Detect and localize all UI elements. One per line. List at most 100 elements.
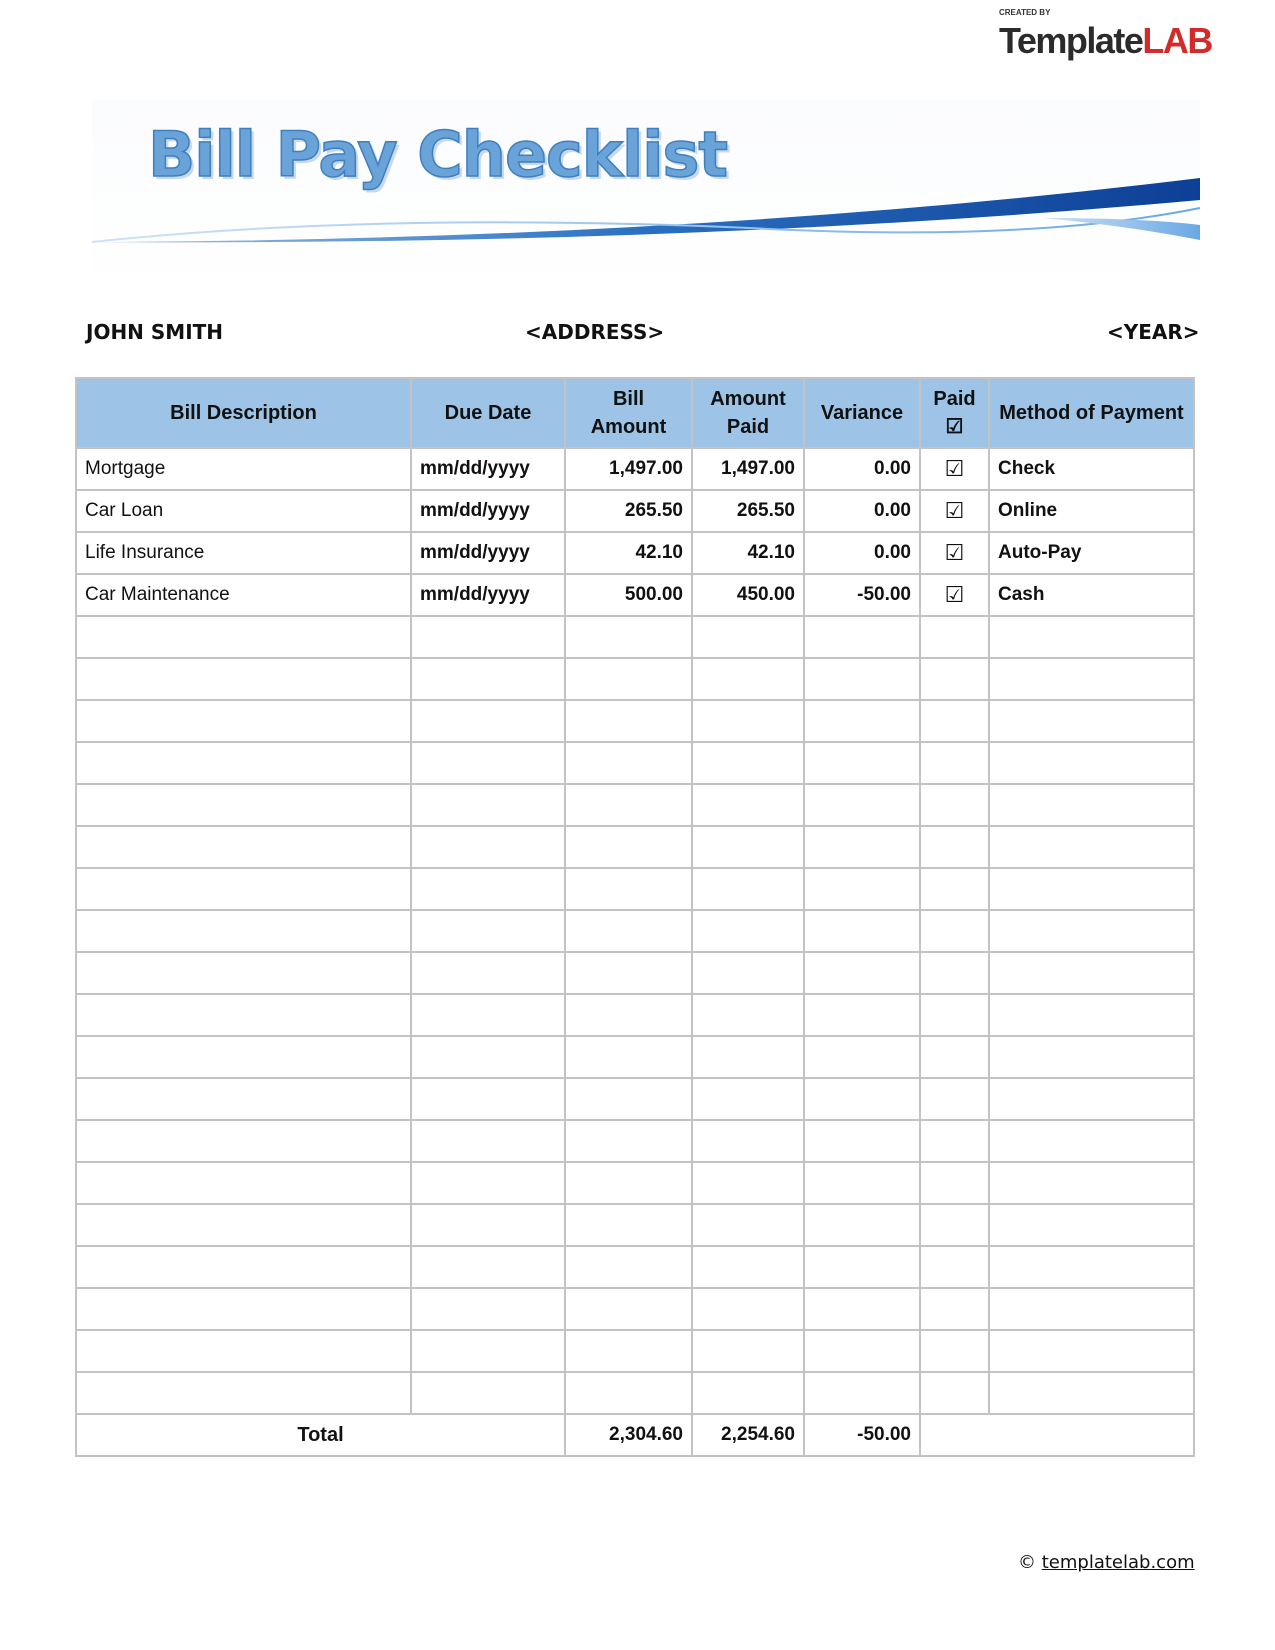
empty-cell-due-date[interactable]: [410, 951, 566, 995]
empty-cell-description[interactable]: [75, 1245, 412, 1289]
empty-cell-amount-paid[interactable]: [691, 1245, 805, 1289]
empty-cell-due-date[interactable]: [410, 993, 566, 1037]
empty-cell-amount-paid[interactable]: [691, 825, 805, 869]
empty-cell-method[interactable]: [988, 993, 1195, 1037]
empty-cell-method[interactable]: [988, 1119, 1195, 1163]
empty-cell-bill-amount[interactable]: [564, 1119, 693, 1163]
empty-cell-paid[interactable]: [919, 1329, 990, 1373]
empty-cell-bill-amount[interactable]: [564, 867, 693, 911]
empty-cell-paid[interactable]: [919, 741, 990, 785]
empty-cell-variance[interactable]: [803, 1245, 921, 1289]
empty-cell-variance[interactable]: [803, 1371, 921, 1415]
cell-due-date[interactable]: mm/dd/yyyy: [410, 531, 566, 575]
address-field[interactable]: <ADDRESS>: [525, 320, 665, 344]
empty-cell-description[interactable]: [75, 1119, 412, 1163]
empty-cell-paid[interactable]: [919, 1077, 990, 1121]
empty-cell-method[interactable]: [988, 741, 1195, 785]
empty-cell-method[interactable]: [988, 1035, 1195, 1079]
templatelab-link[interactable]: templatelab.com: [1041, 1552, 1195, 1573]
empty-cell-variance[interactable]: [803, 867, 921, 911]
cell-description[interactable]: Car Maintenance: [75, 573, 412, 617]
cell-amount-paid[interactable]: 450.00: [691, 573, 805, 617]
empty-cell-variance[interactable]: [803, 1077, 921, 1121]
empty-cell-due-date[interactable]: [410, 699, 566, 743]
cell-description[interactable]: Life Insurance: [75, 531, 412, 575]
empty-cell-paid[interactable]: [919, 1035, 990, 1079]
empty-cell-description[interactable]: [75, 1203, 412, 1247]
name-field[interactable]: JOHN SMITH: [86, 320, 224, 344]
empty-cell-due-date[interactable]: [410, 909, 566, 953]
empty-cell-amount-paid[interactable]: [691, 615, 805, 659]
empty-cell-due-date[interactable]: [410, 1203, 566, 1247]
empty-cell-description[interactable]: [75, 1287, 412, 1331]
empty-cell-method[interactable]: [988, 1161, 1195, 1205]
empty-cell-amount-paid[interactable]: [691, 783, 805, 827]
cell-variance[interactable]: 0.00: [803, 489, 921, 533]
empty-cell-paid[interactable]: [919, 615, 990, 659]
empty-cell-bill-amount[interactable]: [564, 699, 693, 743]
empty-cell-method[interactable]: [988, 783, 1195, 827]
empty-cell-paid[interactable]: [919, 825, 990, 869]
cell-method[interactable]: Auto-Pay: [988, 531, 1195, 575]
empty-cell-amount-paid[interactable]: [691, 741, 805, 785]
empty-cell-paid[interactable]: [919, 657, 990, 701]
empty-cell-paid[interactable]: [919, 783, 990, 827]
empty-cell-bill-amount[interactable]: [564, 1077, 693, 1121]
empty-cell-bill-amount[interactable]: [564, 1203, 693, 1247]
empty-cell-method[interactable]: [988, 1287, 1195, 1331]
cell-variance[interactable]: 0.00: [803, 531, 921, 575]
empty-cell-amount-paid[interactable]: [691, 1287, 805, 1331]
empty-cell-due-date[interactable]: [410, 1161, 566, 1205]
empty-cell-amount-paid[interactable]: [691, 1161, 805, 1205]
empty-cell-due-date[interactable]: [410, 1035, 566, 1079]
cell-variance[interactable]: -50.00: [803, 573, 921, 617]
empty-cell-description[interactable]: [75, 1161, 412, 1205]
empty-cell-paid[interactable]: [919, 699, 990, 743]
empty-cell-description[interactable]: [75, 615, 412, 659]
empty-cell-bill-amount[interactable]: [564, 1245, 693, 1289]
cell-amount-paid[interactable]: 265.50: [691, 489, 805, 533]
cell-due-date[interactable]: mm/dd/yyyy: [410, 489, 566, 533]
empty-cell-due-date[interactable]: [410, 1119, 566, 1163]
empty-cell-paid[interactable]: [919, 1119, 990, 1163]
empty-cell-due-date[interactable]: [410, 615, 566, 659]
cell-amount-paid[interactable]: 42.10: [691, 531, 805, 575]
empty-cell-variance[interactable]: [803, 1161, 921, 1205]
paid-checkbox-icon[interactable]: ☑: [919, 447, 990, 491]
empty-cell-method[interactable]: [988, 699, 1195, 743]
empty-cell-method[interactable]: [988, 951, 1195, 995]
empty-cell-due-date[interactable]: [410, 825, 566, 869]
empty-cell-description[interactable]: [75, 657, 412, 701]
cell-due-date[interactable]: mm/dd/yyyy: [410, 447, 566, 491]
cell-bill-amount[interactable]: 265.50: [564, 489, 693, 533]
empty-cell-due-date[interactable]: [410, 1371, 566, 1415]
empty-cell-bill-amount[interactable]: [564, 783, 693, 827]
paid-checkbox-icon[interactable]: ☑: [919, 531, 990, 575]
empty-cell-description[interactable]: [75, 1329, 412, 1373]
empty-cell-bill-amount[interactable]: [564, 951, 693, 995]
empty-cell-paid[interactable]: [919, 993, 990, 1037]
cell-method[interactable]: Cash: [988, 573, 1195, 617]
empty-cell-bill-amount[interactable]: [564, 993, 693, 1037]
empty-cell-description[interactable]: [75, 1077, 412, 1121]
empty-cell-description[interactable]: [75, 867, 412, 911]
empty-cell-paid[interactable]: [919, 951, 990, 995]
empty-cell-bill-amount[interactable]: [564, 741, 693, 785]
empty-cell-description[interactable]: [75, 909, 412, 953]
empty-cell-bill-amount[interactable]: [564, 1161, 693, 1205]
empty-cell-amount-paid[interactable]: [691, 1329, 805, 1373]
empty-cell-description[interactable]: [75, 741, 412, 785]
cell-variance[interactable]: 0.00: [803, 447, 921, 491]
empty-cell-variance[interactable]: [803, 783, 921, 827]
empty-cell-amount-paid[interactable]: [691, 1119, 805, 1163]
paid-checkbox-icon[interactable]: ☑: [919, 489, 990, 533]
empty-cell-variance[interactable]: [803, 1119, 921, 1163]
empty-cell-amount-paid[interactable]: [691, 699, 805, 743]
empty-cell-variance[interactable]: [803, 699, 921, 743]
empty-cell-description[interactable]: [75, 951, 412, 995]
empty-cell-due-date[interactable]: [410, 741, 566, 785]
empty-cell-variance[interactable]: [803, 1329, 921, 1373]
empty-cell-method[interactable]: [988, 1371, 1195, 1415]
empty-cell-description[interactable]: [75, 993, 412, 1037]
empty-cell-amount-paid[interactable]: [691, 1371, 805, 1415]
